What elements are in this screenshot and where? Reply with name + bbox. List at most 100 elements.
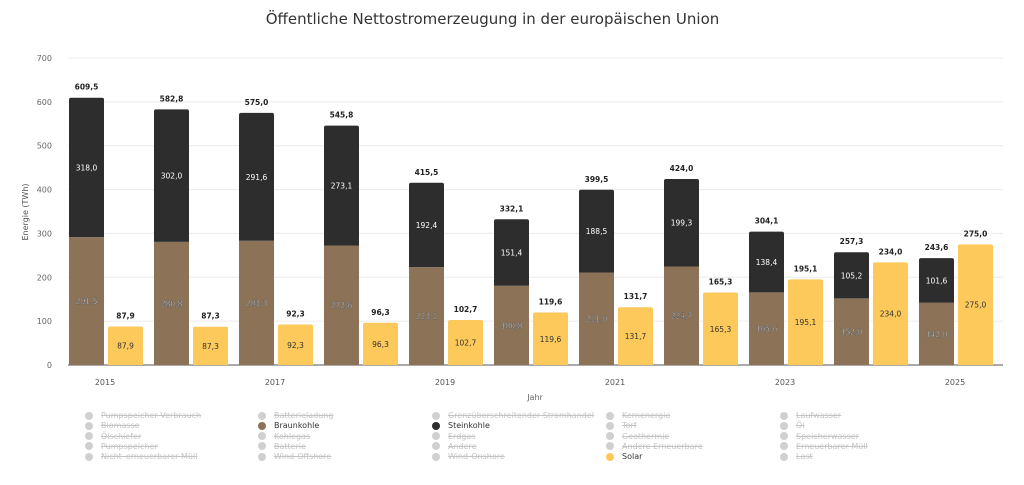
legend-label: Last bbox=[796, 452, 813, 462]
bar-braunkohle bbox=[494, 285, 529, 365]
data-label-solar: 87,9 bbox=[117, 342, 134, 351]
total-label-kohle: 545,8 bbox=[330, 111, 354, 120]
legend-item[interactable]: Ölschiefer bbox=[85, 432, 141, 441]
legend-item[interactable]: Batterieladung bbox=[258, 411, 333, 420]
data-label-braunkohle: 142,0 bbox=[926, 330, 948, 339]
total-label-solar: 87,3 bbox=[201, 312, 220, 321]
bar-steinkohle bbox=[239, 112, 274, 241]
data-label-solar: 92,3 bbox=[287, 341, 304, 350]
total-label-kohle: 332,1 bbox=[500, 204, 524, 213]
bar-steinkohle bbox=[69, 97, 104, 238]
bar-solar bbox=[788, 279, 823, 365]
legend-label: Ölschiefer bbox=[101, 431, 142, 441]
x-tick-label: 2017 bbox=[265, 378, 285, 387]
legend-label: Pumpspeicher Verbrauch bbox=[101, 411, 202, 420]
x-tick-label: 2023 bbox=[775, 378, 795, 387]
legend-item[interactable]: Pumpspeicher bbox=[85, 442, 158, 451]
data-label-steinkohle: 291,6 bbox=[246, 173, 268, 182]
legend-item[interactable]: Grenzüberschreitender Stromhandel bbox=[432, 411, 594, 420]
data-label-steinkohle: 199,3 bbox=[671, 219, 693, 228]
x-tick-label: 2019 bbox=[435, 378, 455, 387]
legend-marker-icon bbox=[432, 421, 440, 430]
data-label-braunkohle: 223,1 bbox=[416, 312, 438, 321]
y-tick-label: 600 bbox=[37, 98, 52, 107]
legend-item[interactable]: Speicherwasser bbox=[780, 432, 859, 441]
data-label-solar: 165,3 bbox=[710, 325, 732, 334]
bar-braunkohle bbox=[154, 241, 189, 365]
bar-steinkohle bbox=[664, 179, 699, 267]
legend-item[interactable]: Erneuerbarer Müll bbox=[780, 442, 868, 451]
data-label-steinkohle: 101,6 bbox=[926, 276, 948, 285]
legend-label: Batterie bbox=[274, 441, 307, 451]
legend-item[interactable]: Nicht–erneuerbarer Müll bbox=[85, 452, 197, 461]
data-label-braunkohle: 280,8 bbox=[161, 299, 183, 308]
bar-solar bbox=[703, 292, 738, 365]
legend-marker-icon bbox=[258, 421, 266, 430]
total-label-kohle: 415,5 bbox=[415, 168, 439, 177]
legend-label: Wind-Onshore bbox=[448, 452, 505, 462]
legend-item[interactable]: Biomasse bbox=[85, 421, 140, 430]
legend-item[interactable]: Laufwasser bbox=[780, 411, 841, 420]
data-label-solar: 87,3 bbox=[202, 342, 219, 351]
legend-marker-icon bbox=[780, 411, 788, 420]
legend-item[interactable]: Pumpspeicher Verbrauch bbox=[85, 411, 201, 420]
bar-solar bbox=[363, 322, 398, 365]
bar-braunkohle bbox=[664, 266, 699, 365]
bar-steinkohle bbox=[409, 182, 444, 268]
legend-item[interactable]: Braunkohle bbox=[258, 421, 319, 430]
y-tick-label: 200 bbox=[37, 273, 52, 282]
legend-item[interactable]: Erdgas bbox=[432, 432, 475, 441]
total-label-kohle: 243,6 bbox=[925, 243, 949, 252]
legend-label: Speicherwasser bbox=[796, 431, 859, 441]
legend-label: Öl bbox=[796, 421, 805, 431]
legend-label: Biomasse bbox=[101, 421, 140, 431]
total-label-solar: 131,7 bbox=[624, 292, 648, 301]
data-label-solar: 195,1 bbox=[795, 318, 817, 327]
legend-label: Wind-Offshore bbox=[274, 452, 332, 462]
bar-steinkohle bbox=[494, 219, 529, 286]
legend-marker-icon bbox=[606, 452, 614, 461]
data-label-braunkohle: 180,8 bbox=[501, 321, 523, 330]
bar-solar bbox=[533, 312, 568, 365]
bar-steinkohle bbox=[154, 109, 189, 242]
legend-item[interactable]: Steinkohle bbox=[432, 421, 490, 430]
legend-item[interactable]: Torf bbox=[606, 421, 637, 430]
legend-label: Nicht–erneuerbarer Müll bbox=[101, 452, 198, 462]
total-label-kohle: 257,3 bbox=[840, 237, 864, 246]
data-label-solar: 131,7 bbox=[625, 332, 647, 341]
data-label-solar: 102,7 bbox=[455, 338, 477, 347]
legend-marker-icon bbox=[85, 442, 93, 451]
legend-label: Batterieladung bbox=[274, 411, 334, 420]
legend-item[interactable]: Solar bbox=[606, 452, 642, 461]
x-tick-label: 2015 bbox=[95, 378, 115, 387]
data-label-braunkohle: 283,3 bbox=[246, 299, 268, 308]
total-label-solar: 87,9 bbox=[116, 311, 135, 320]
total-label-solar: 165,3 bbox=[709, 278, 733, 287]
legend-item[interactable]: Andere bbox=[432, 442, 477, 451]
legend-marker-icon bbox=[85, 411, 93, 420]
data-label-steinkohle: 273,1 bbox=[331, 182, 353, 191]
legend-item[interactable]: Geothermie bbox=[606, 432, 669, 441]
legend-item[interactable]: Wind-Onshore bbox=[432, 452, 505, 461]
legend-item[interactable]: Batterie bbox=[258, 442, 306, 451]
legend-marker-icon bbox=[258, 411, 266, 420]
total-label-kohle: 399,5 bbox=[585, 175, 609, 184]
legend-item[interactable]: Wind-Offshore bbox=[258, 452, 331, 461]
legend-item[interactable]: Kohlegas bbox=[258, 432, 310, 441]
legend-item[interactable]: Öl bbox=[780, 421, 805, 430]
data-label-braunkohle: 272,6 bbox=[331, 301, 353, 310]
y-tick-label: 700 bbox=[37, 54, 52, 63]
bar-braunkohle bbox=[749, 292, 784, 365]
legend-marker-icon bbox=[606, 411, 614, 420]
bar-braunkohle bbox=[239, 240, 274, 365]
chart-title: Öffentliche Nettostromerzeugung in der e… bbox=[265, 10, 720, 28]
legend-item[interactable]: Andere Erneuerbare bbox=[606, 442, 703, 451]
y-tick-label: 300 bbox=[37, 229, 52, 238]
data-label-steinkohle: 188,5 bbox=[586, 227, 608, 236]
total-label-kohle: 575,0 bbox=[245, 98, 269, 107]
legend-item[interactable]: Kernenergie bbox=[606, 411, 670, 420]
legend-marker-icon bbox=[780, 421, 788, 430]
bar-braunkohle bbox=[919, 302, 954, 365]
legend-item[interactable]: Last bbox=[780, 452, 813, 461]
data-label-steinkohle: 151,4 bbox=[501, 249, 523, 258]
